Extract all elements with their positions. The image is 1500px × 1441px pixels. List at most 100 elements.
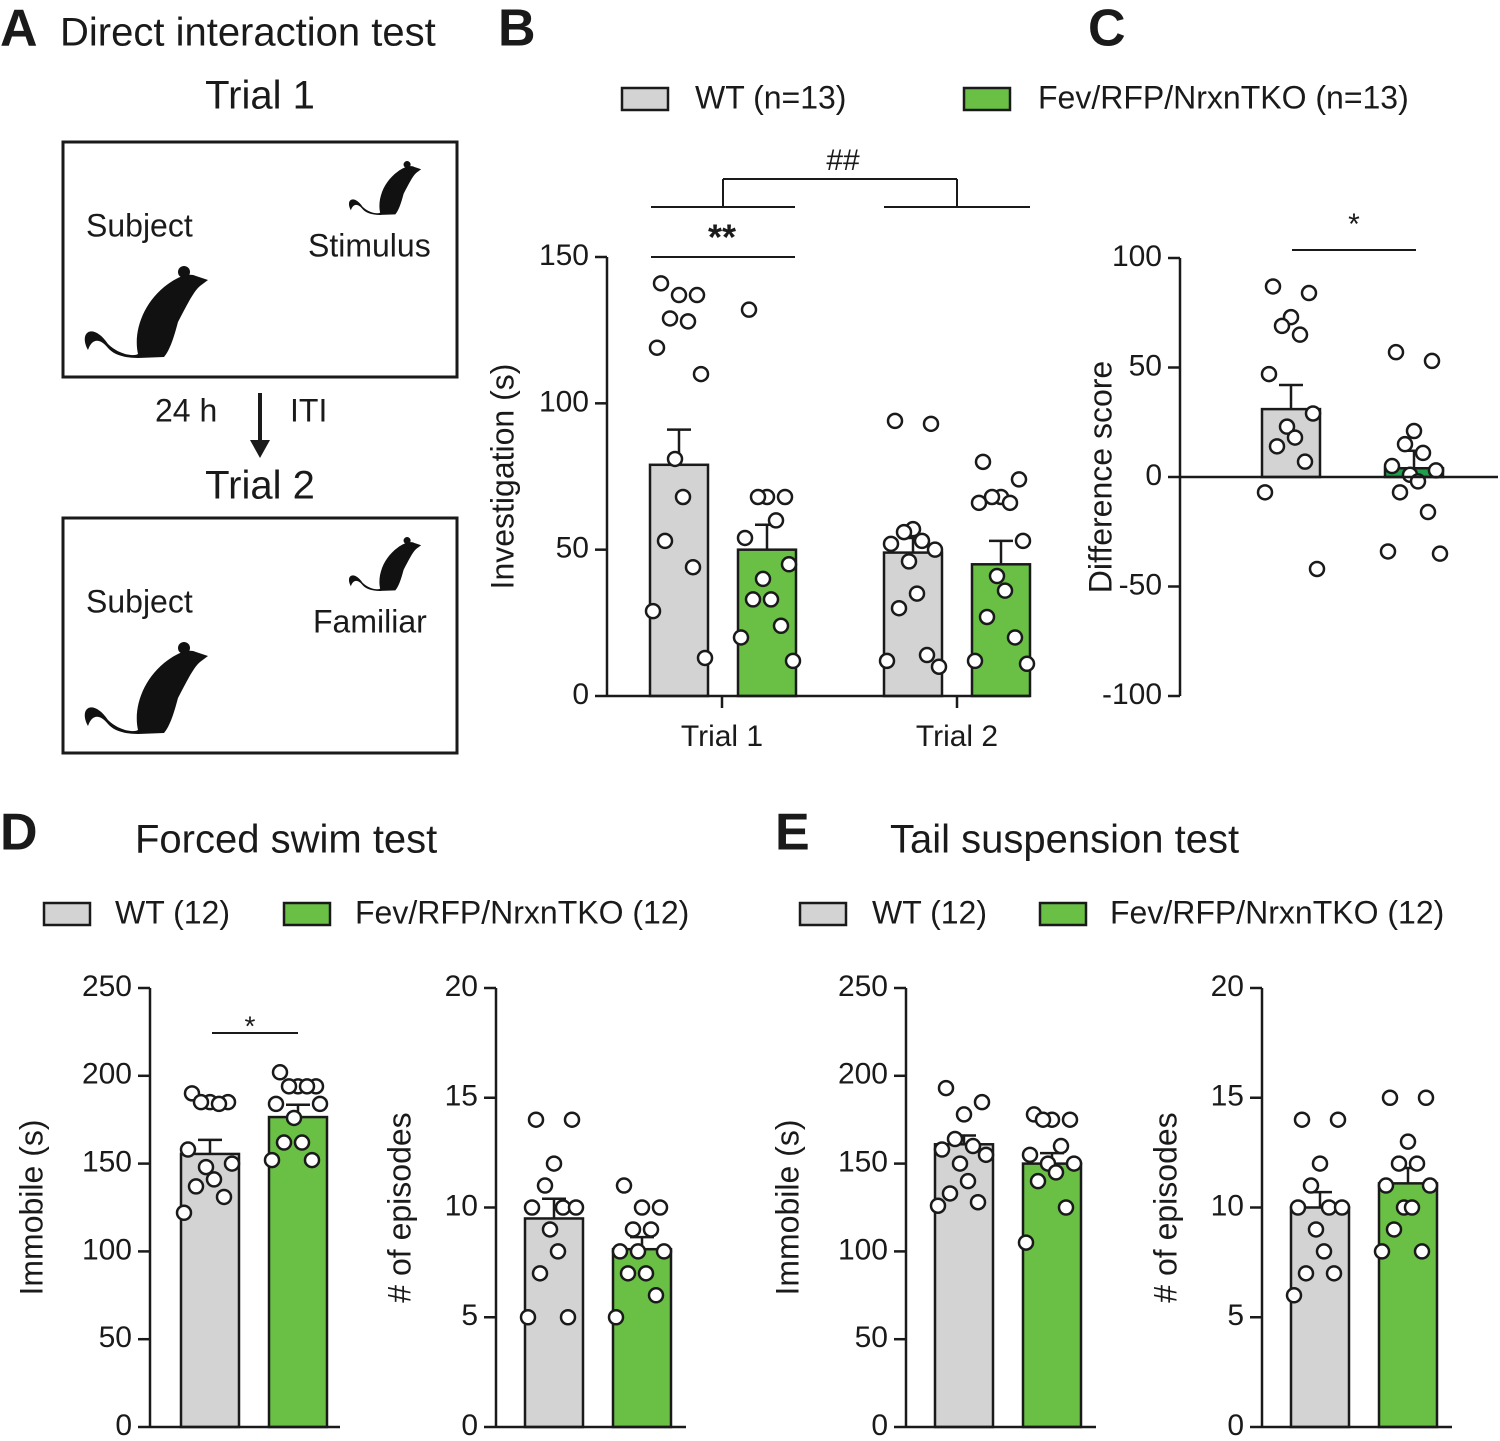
y-tick-label: 5	[461, 1299, 478, 1332]
data-point	[955, 1106, 973, 1123]
trial-label: Trial 2	[205, 464, 315, 508]
y-tick-label: 200	[82, 1058, 132, 1091]
legend-swatch	[282, 901, 332, 927]
stimulus-label: Stimulus	[308, 227, 431, 263]
data-point	[285, 1109, 303, 1127]
data-point	[519, 1309, 537, 1326]
data-point	[951, 1155, 969, 1172]
data-point	[926, 541, 944, 558]
data-point	[1286, 429, 1304, 446]
y-tick-label: -100	[1102, 678, 1162, 711]
data-point	[1373, 1243, 1391, 1260]
data-point	[1264, 278, 1282, 295]
data-point	[1399, 1133, 1417, 1150]
y-tick-label: 0	[461, 1409, 478, 1441]
section-title: Tail suspension test	[890, 818, 1239, 862]
interval-label: 24 h	[155, 392, 217, 428]
panel-label: A	[0, 0, 38, 58]
interval-label: ITI	[290, 392, 327, 428]
data-point	[969, 1193, 987, 1211]
data-point	[1010, 471, 1028, 488]
data-point	[900, 553, 918, 570]
data-point	[895, 523, 913, 541]
data-point	[762, 591, 780, 608]
data-point	[1414, 444, 1432, 462]
y-tick-label: 250	[82, 970, 132, 1003]
data-point	[1061, 1111, 1079, 1128]
data-point	[670, 286, 688, 304]
data-point	[1304, 405, 1322, 422]
data-point	[784, 652, 802, 670]
data-point	[271, 1064, 289, 1081]
y-tick-label: 5	[1227, 1299, 1244, 1332]
data-point	[1293, 1111, 1311, 1128]
data-point	[1390, 1155, 1408, 1172]
data-point	[1021, 1146, 1039, 1164]
data-point	[567, 1199, 585, 1216]
data-point	[1307, 1221, 1325, 1238]
data-point	[1268, 438, 1286, 455]
y-tick-label: 15	[445, 1080, 478, 1113]
y-tick-label: 150	[838, 1146, 888, 1179]
data-point	[263, 1151, 281, 1169]
data-point	[780, 556, 798, 573]
data-point	[545, 1155, 563, 1172]
arrow-head	[250, 440, 270, 458]
data-point	[1405, 422, 1423, 440]
data-point	[1291, 326, 1309, 343]
data-point	[1256, 484, 1274, 501]
data-point	[1413, 1243, 1431, 1260]
y-axis-label: Investigation (s)	[484, 364, 520, 590]
data-point	[988, 567, 1006, 585]
data-point	[918, 646, 936, 664]
data-point	[1260, 365, 1278, 383]
y-tick-label: 100	[1112, 240, 1162, 273]
data-point	[531, 1265, 549, 1282]
y-tick-label: 50	[99, 1321, 132, 1354]
data-point	[1333, 1199, 1351, 1216]
data-point	[767, 512, 785, 529]
bar	[1377, 1182, 1439, 1429]
data-point	[1289, 1199, 1307, 1216]
data-point	[1417, 1089, 1435, 1106]
data-point	[523, 1199, 541, 1216]
data-point	[1018, 655, 1036, 673]
data-point	[1408, 1155, 1426, 1172]
data-point	[223, 1155, 241, 1172]
data-point	[541, 1221, 559, 1238]
data-point	[644, 602, 662, 620]
y-tick-label: 10	[1211, 1189, 1244, 1222]
data-point	[959, 1172, 977, 1190]
data-point	[197, 1158, 215, 1176]
data-point	[205, 1171, 223, 1188]
data-point	[651, 1199, 669, 1216]
legend-swatch	[1038, 901, 1088, 927]
data-point	[1302, 1177, 1320, 1194]
panel-label: E	[775, 804, 810, 862]
data-point	[930, 658, 948, 675]
data-point	[754, 570, 772, 588]
data-point	[1296, 453, 1314, 470]
data-point	[1285, 1287, 1303, 1304]
familiar-label: Familiar	[313, 603, 427, 639]
data-point	[527, 1111, 545, 1128]
y-tick-label: 0	[871, 1409, 888, 1441]
data-point	[684, 558, 702, 576]
data-point	[298, 1078, 316, 1095]
data-point	[656, 532, 674, 550]
section-title: Forced swim test	[135, 818, 437, 862]
data-point	[1311, 1155, 1329, 1172]
y-tick-label: 100	[82, 1233, 132, 1266]
data-point	[1297, 1265, 1315, 1282]
panel-label: D	[0, 804, 38, 862]
data-point	[978, 608, 996, 626]
y-axis-label: Difference score	[1082, 361, 1118, 593]
data-point	[293, 1134, 311, 1151]
data-point	[187, 1178, 205, 1195]
data-point	[611, 1243, 629, 1260]
data-point	[946, 1130, 964, 1148]
y-tick-label: 200	[838, 1058, 888, 1091]
x-tick-label: Trial 2	[916, 720, 998, 753]
y-axis-label: # of episodes	[1147, 1112, 1183, 1302]
